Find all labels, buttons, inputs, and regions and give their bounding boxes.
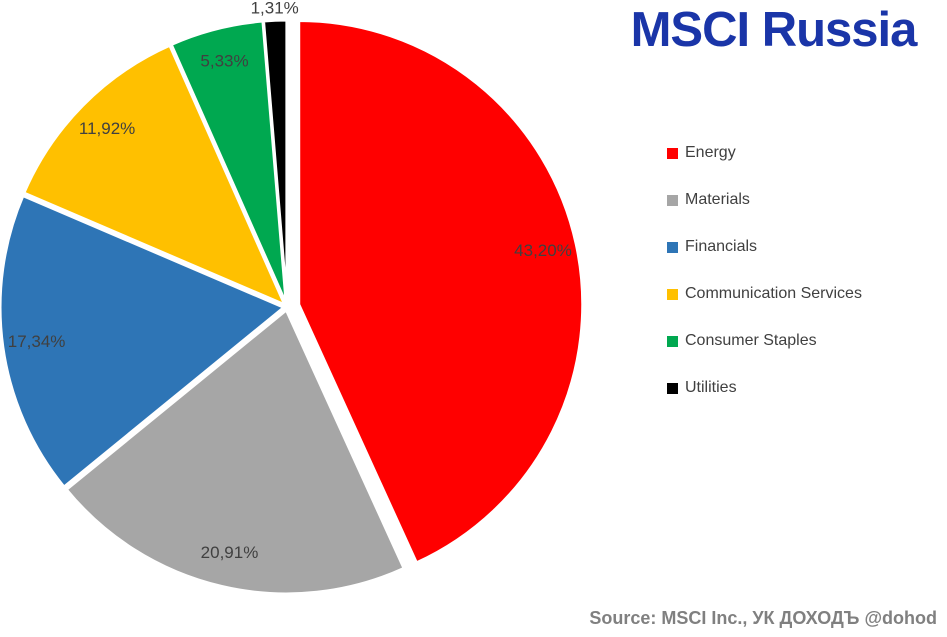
legend-item-communication-services: Communication Services [667,282,862,306]
legend-swatch-consumer-staples [667,335,678,347]
legend-item-financials: Financials [667,235,862,259]
legend-swatch-energy [667,147,678,159]
legend-item-energy: Energy [667,141,862,165]
legend-label: Financials [685,238,758,255]
source-note: Source: MSCI Inc., УК ДОХОДЪ @dohod [589,608,937,628]
pie-slice-utilities [262,18,289,306]
legend-label: Materials [685,191,750,208]
pie-slice-energy [297,18,585,565]
legend-swatch-financials [667,241,678,253]
legend-swatch-communication-services [667,288,678,300]
data-label-financials: 17,34% [8,332,66,351]
legend-label: Energy [685,144,736,161]
pie-slice-materials [64,308,406,596]
data-label-communication-services: 11,92% [79,119,135,138]
legend-label: Consumer Staples [685,332,817,349]
legend: Energy Materials Financials Communication S… [667,141,862,423]
data-label-materials: 20,91% [201,543,259,562]
legend-item-utilities: Utilities [667,376,862,400]
data-label-energy: 43,20% [514,241,572,260]
legend-swatch-materials [667,194,678,206]
page-title: MSCI Russia [630,3,918,57]
legend-label: Utilities [685,379,737,396]
legend-item-consumer-staples: Consumer Staples [667,329,862,353]
legend-label: Communication Services [685,285,862,302]
legend-item-materials: Materials [667,188,862,212]
legend-swatch-utilities [667,382,678,394]
data-label-consumer-staples: 5,33% [200,51,248,70]
data-label-utilities: 1,31% [251,0,299,17]
pie-slice-communication-services [22,43,287,307]
pie-slice-financials [0,194,286,489]
